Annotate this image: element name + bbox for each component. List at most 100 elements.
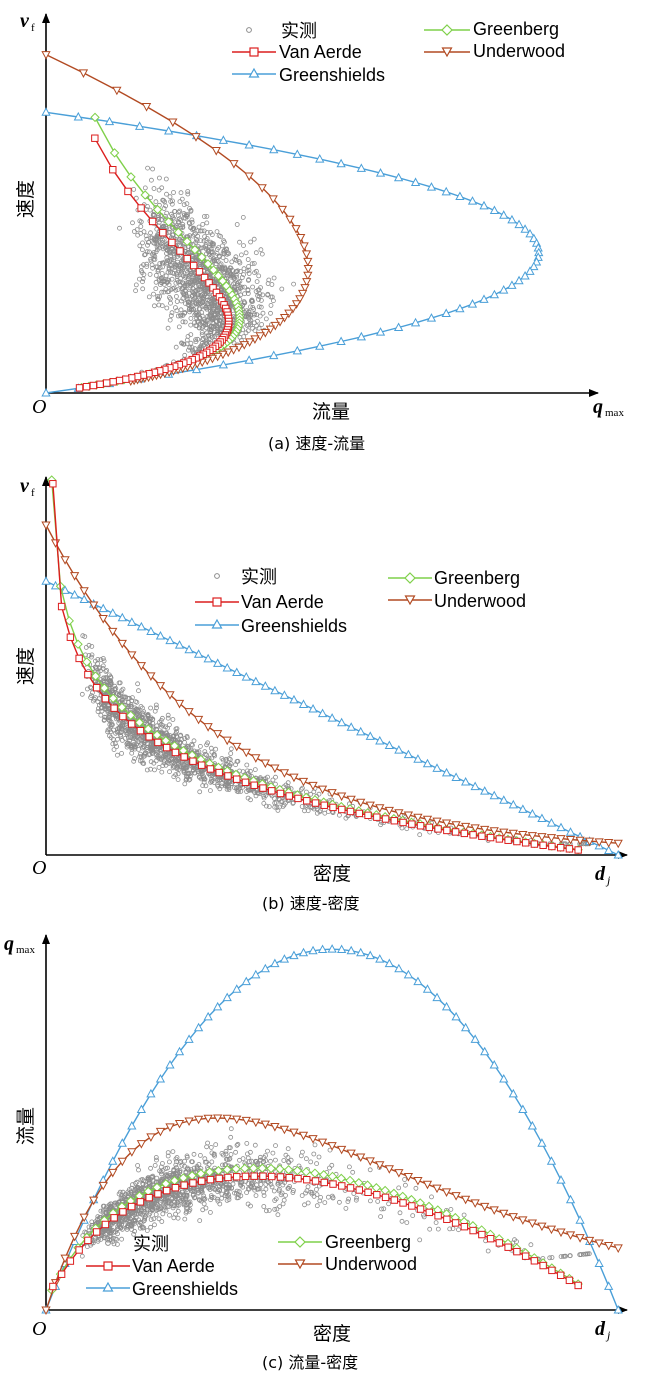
panel-b-point-measured <box>272 781 278 787</box>
panel-c-point-measured <box>175 1208 181 1214</box>
panel-c-point-measured <box>232 1190 237 1196</box>
panel-c-point-measured <box>285 1146 291 1152</box>
panel-a-marker-van-aerde <box>183 254 191 263</box>
panel-a-point-measured <box>144 264 150 270</box>
panel-b-point-measured <box>299 785 305 791</box>
panel-b-marker-underwood <box>165 691 175 700</box>
panel-a-marker-greenshields <box>499 285 509 294</box>
panel-b-marker-van-aerde <box>530 840 539 848</box>
panel-b-marker-greenshields <box>460 776 471 786</box>
panel-c-point-measured <box>271 1188 277 1194</box>
panel-c-point-measured <box>205 1140 211 1146</box>
panel-c-point-measured <box>168 1201 174 1207</box>
panel-a-marker-van-aerde <box>96 380 104 388</box>
panel-a-marker-greenberg <box>197 252 207 262</box>
panel-c-point-measured <box>139 1177 145 1182</box>
panel-a-point-measured <box>175 213 181 219</box>
panel-b-point-measured <box>115 752 120 758</box>
panel-b-marker-underwood <box>480 825 490 835</box>
panel-b-marker-van-aerde <box>294 794 302 803</box>
panel-b-marker-van-aerde <box>127 720 136 728</box>
panel-a-point-measured <box>200 221 206 227</box>
panel-a-marker-greenshields <box>507 280 517 289</box>
panel-c-point-measured <box>244 1141 250 1146</box>
panel-b-marker-greenshields <box>155 630 166 640</box>
panel-b-marker-van-aerde <box>338 805 346 814</box>
panel-b-point-measured <box>184 776 190 782</box>
panel-b-marker-van-aerde <box>469 831 477 839</box>
panel-b-point-measured <box>175 764 181 769</box>
panel-a-point-measured <box>142 252 147 258</box>
panel-c-point-measured <box>156 1216 162 1222</box>
panel-c-point-measured <box>206 1185 212 1191</box>
panel-a-point-measured <box>258 247 264 253</box>
panel-a-point-measured <box>173 344 179 350</box>
panel-a-point-measured <box>241 334 247 340</box>
panel-a-point-measured <box>256 325 262 331</box>
panel-a-point-measured <box>147 271 153 277</box>
panel-a-point-measured <box>246 322 252 328</box>
panel-c-point-measured <box>86 1224 92 1230</box>
panel-a-point-measured <box>154 264 160 270</box>
panel-a-point-measured <box>164 305 170 311</box>
panel-b-point-measured <box>208 779 214 785</box>
panel-a-marker-van-aerde <box>82 382 91 391</box>
panel-a-point-measured <box>138 230 144 236</box>
panel-a-marker-underwood <box>191 133 201 142</box>
panel-c-point-measured <box>184 1194 190 1200</box>
panel-a-point-measured <box>245 287 251 293</box>
panel-b-point-measured <box>235 789 241 795</box>
panel-b-legend-marker-greenshields <box>195 618 239 629</box>
panel-b-marker-underwood <box>108 627 118 637</box>
panel-a-point-measured <box>161 206 167 211</box>
panel-c-point-measured <box>275 1212 281 1218</box>
panel-c-point-measured <box>223 1148 229 1154</box>
panel-a-point-measured <box>210 298 216 304</box>
panel-b-marker-van-aerde <box>224 772 232 780</box>
panel-b-marker-greenshields <box>79 594 89 603</box>
panel-a-point-measured <box>169 276 175 282</box>
panel-b-marker-greenshields <box>184 644 194 654</box>
panel-a-point-measured <box>256 296 261 302</box>
panel-b-point-measured <box>125 742 131 748</box>
panel-c-point-measured <box>169 1172 175 1178</box>
panel-c-point-measured <box>283 1193 288 1198</box>
panel-b-marker-underwood <box>441 819 452 829</box>
panel-c-point-measured <box>82 1229 88 1235</box>
panel-c-point-measured <box>165 1153 171 1159</box>
panel-b-point-measured <box>281 802 287 808</box>
panel-a-point-measured <box>198 343 204 349</box>
panel-b-marker-van-aerde <box>206 765 215 773</box>
panel-c-point-measured <box>305 1200 311 1206</box>
panel-a-point-measured <box>246 312 252 317</box>
panel-a-point-measured <box>214 229 220 235</box>
panel-c-point-measured <box>512 1237 517 1243</box>
panel-b-point-measured <box>105 729 110 735</box>
panel-a-point-measured <box>232 285 238 291</box>
panel-a-point-measured <box>147 207 153 213</box>
panel-b-marker-van-aerde <box>434 825 442 833</box>
panel-a-marker-underwood <box>288 305 298 314</box>
panel-a-point-measured <box>140 286 146 292</box>
panel-b-marker-greenshields <box>489 790 499 800</box>
panel-a-point-measured <box>263 316 269 322</box>
panel-c-point-measured <box>258 1182 264 1187</box>
panel-b-legend-label-greenberg: Greenberg <box>434 568 520 588</box>
panel-b-point-measured <box>184 734 190 739</box>
panel-b-marker-van-aerde <box>285 792 293 800</box>
panel-b-marker-underwood <box>451 821 461 830</box>
panel-a-point-measured <box>241 266 247 272</box>
panel-a-legend-label-van-aerde: Van Aerde <box>279 42 362 62</box>
panel-a-point-measured <box>189 252 195 258</box>
panel-b-point-measured <box>170 717 176 722</box>
panel-b-point-measured <box>169 756 175 762</box>
panel-b-marker-underwood <box>394 809 404 818</box>
panel-c-point-measured <box>140 1210 146 1216</box>
panel-b-marker-underwood <box>60 556 70 565</box>
panel-b-point-measured <box>178 732 184 738</box>
panel-c-point-measured <box>183 1170 189 1176</box>
panel-a-marker-underwood <box>279 313 290 323</box>
panel-c-point-measured <box>274 1206 280 1212</box>
panel-a-point-measured <box>178 190 184 196</box>
panel-a-marker-greenshields <box>393 322 404 331</box>
